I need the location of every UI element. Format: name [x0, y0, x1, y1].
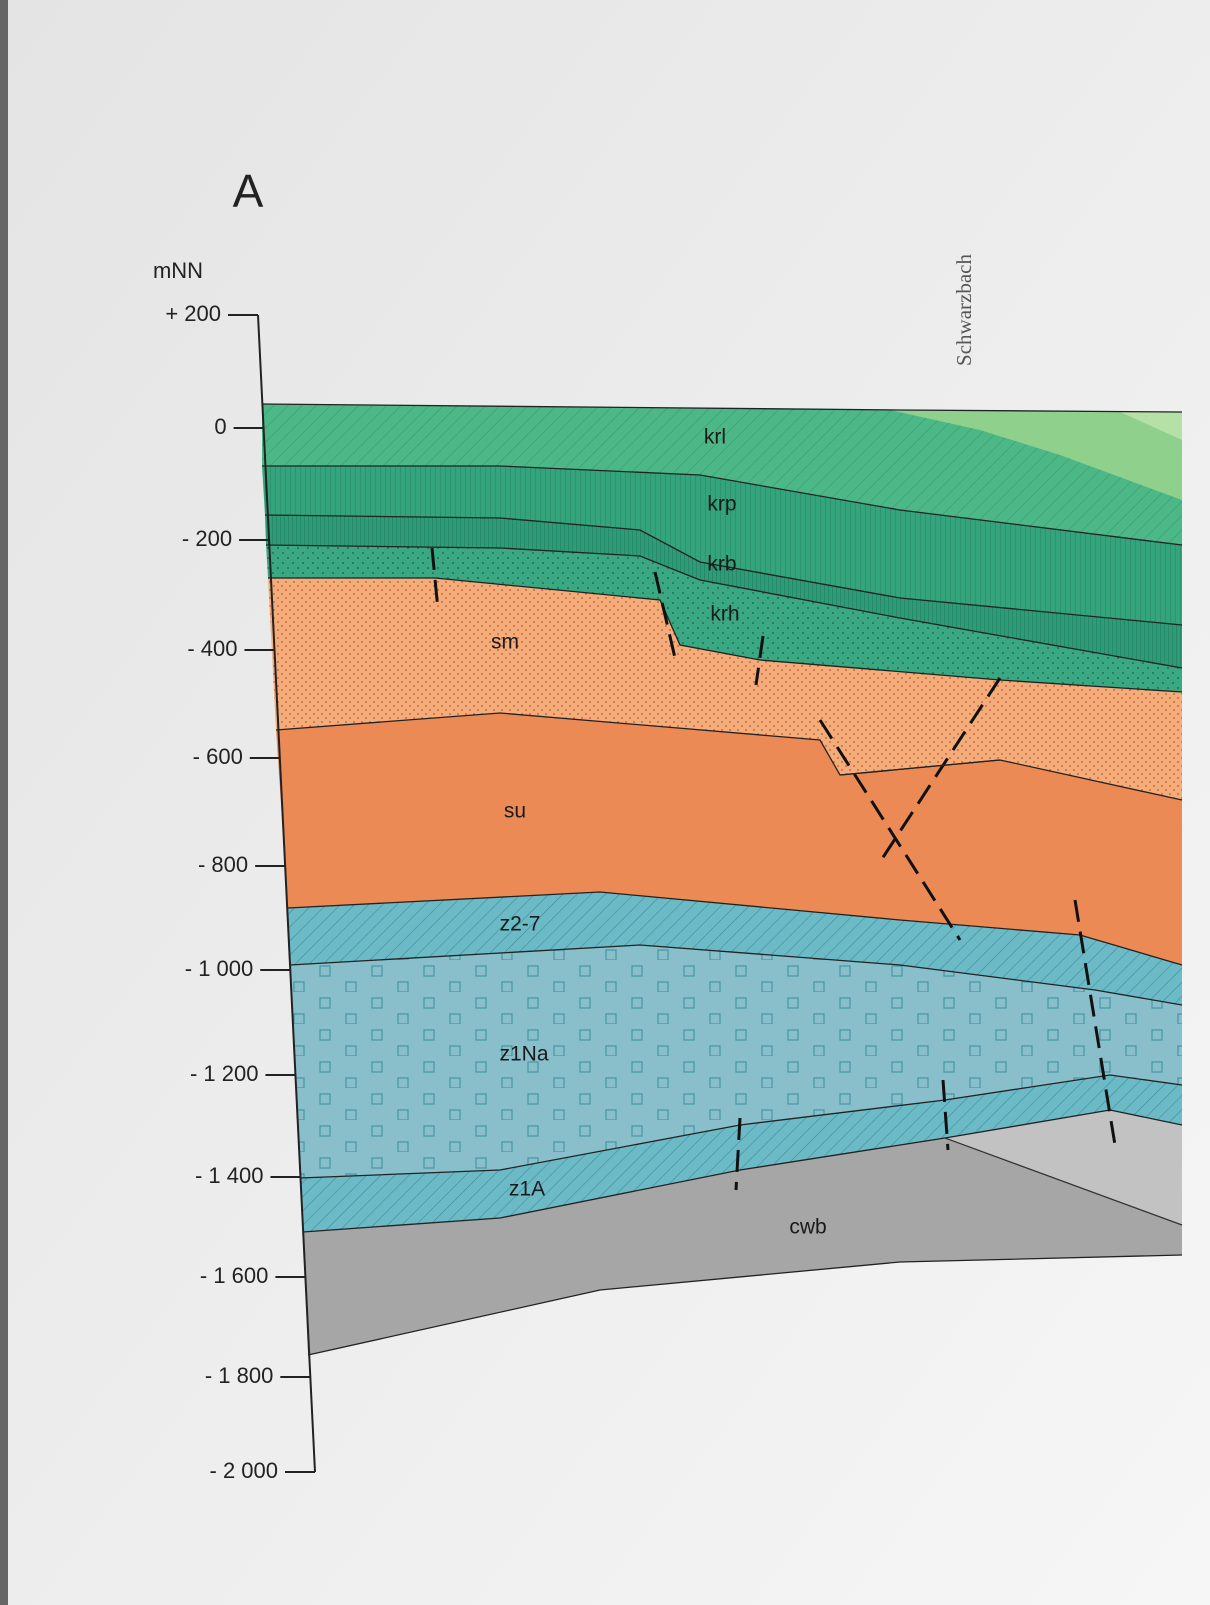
- page-edge: [0, 0, 8, 1605]
- boundary: [944, 1137, 1183, 1226]
- fault: [734, 1117, 742, 1191]
- strata: krl krp krb krh sm su z2-7 z1Na z1A cwb: [261, 403, 1183, 1356]
- stratum-upper: [1120, 412, 1182, 440]
- axis-line: [257, 314, 316, 1473]
- stratum-label: krl: [704, 426, 726, 449]
- stratum: [276, 713, 1182, 965]
- stratum: [262, 404, 1182, 545]
- stratum-label: z1A: [509, 1178, 545, 1201]
- stratum: [290, 945, 1182, 1178]
- stratum-label: krb: [707, 553, 736, 576]
- stratum: [262, 466, 1182, 625]
- fault: [878, 677, 1002, 863]
- tick-label: - 1 200: [190, 1061, 259, 1086]
- stratum: [268, 578, 1182, 800]
- stratum-label: z2-7: [500, 913, 541, 936]
- title: A: [233, 165, 264, 217]
- boundary: [302, 1109, 1183, 1233]
- tick-label: - 1 800: [205, 1363, 274, 1388]
- tick-label: - 1 600: [200, 1263, 269, 1288]
- tick-label: 0: [214, 414, 226, 439]
- tick-label: - 200: [182, 526, 232, 551]
- tick-label: - 600: [193, 744, 243, 769]
- stratum: [266, 545, 1182, 692]
- boundary: [307, 1254, 1183, 1356]
- basement-grey: [945, 1110, 1182, 1225]
- tick-label: - 800: [198, 852, 248, 877]
- stratum-label: sm: [491, 631, 519, 654]
- tick-label: - 1 400: [195, 1163, 264, 1188]
- stratum-label: krp: [707, 493, 736, 516]
- boundary: [289, 944, 1183, 1006]
- boundary: [275, 712, 1183, 801]
- stratum-label: krh: [710, 603, 739, 626]
- axis-ticks: + 200 0 - 200 - 400 - 600 - 800 - 1 000 - 1 200…: [165, 301, 315, 1483]
- stratum: [288, 892, 1182, 1005]
- stratum: [300, 1075, 1182, 1232]
- stratum: [265, 515, 1182, 668]
- river-label: Schwarzbach: [952, 254, 976, 366]
- boundary: [839, 759, 1001, 776]
- fault: [653, 571, 677, 659]
- stratum-label: cwb: [789, 1216, 826, 1239]
- boundary: [265, 544, 1183, 669]
- stratum-label: su: [504, 800, 526, 823]
- fault: [754, 635, 765, 686]
- stratum-label: z1Na: [499, 1043, 548, 1066]
- axis-unit: mNN: [153, 258, 203, 283]
- fault: [818, 719, 962, 941]
- fault: [430, 547, 440, 611]
- boundary: [299, 1074, 1183, 1179]
- tick-label: - 1 000: [185, 956, 254, 981]
- boundary: [261, 403, 1183, 413]
- tick-label: - 2 000: [210, 1458, 279, 1483]
- stratum: [303, 1110, 1182, 1355]
- boundary: [287, 891, 1183, 966]
- tick-label: + 200: [165, 301, 221, 326]
- stratum-upper: [890, 410, 1182, 500]
- tick-label: - 400: [187, 636, 237, 661]
- fault: [1073, 899, 1117, 1146]
- fault: [941, 1079, 950, 1151]
- boundary: [262, 465, 1183, 546]
- boundary: [264, 514, 1183, 626]
